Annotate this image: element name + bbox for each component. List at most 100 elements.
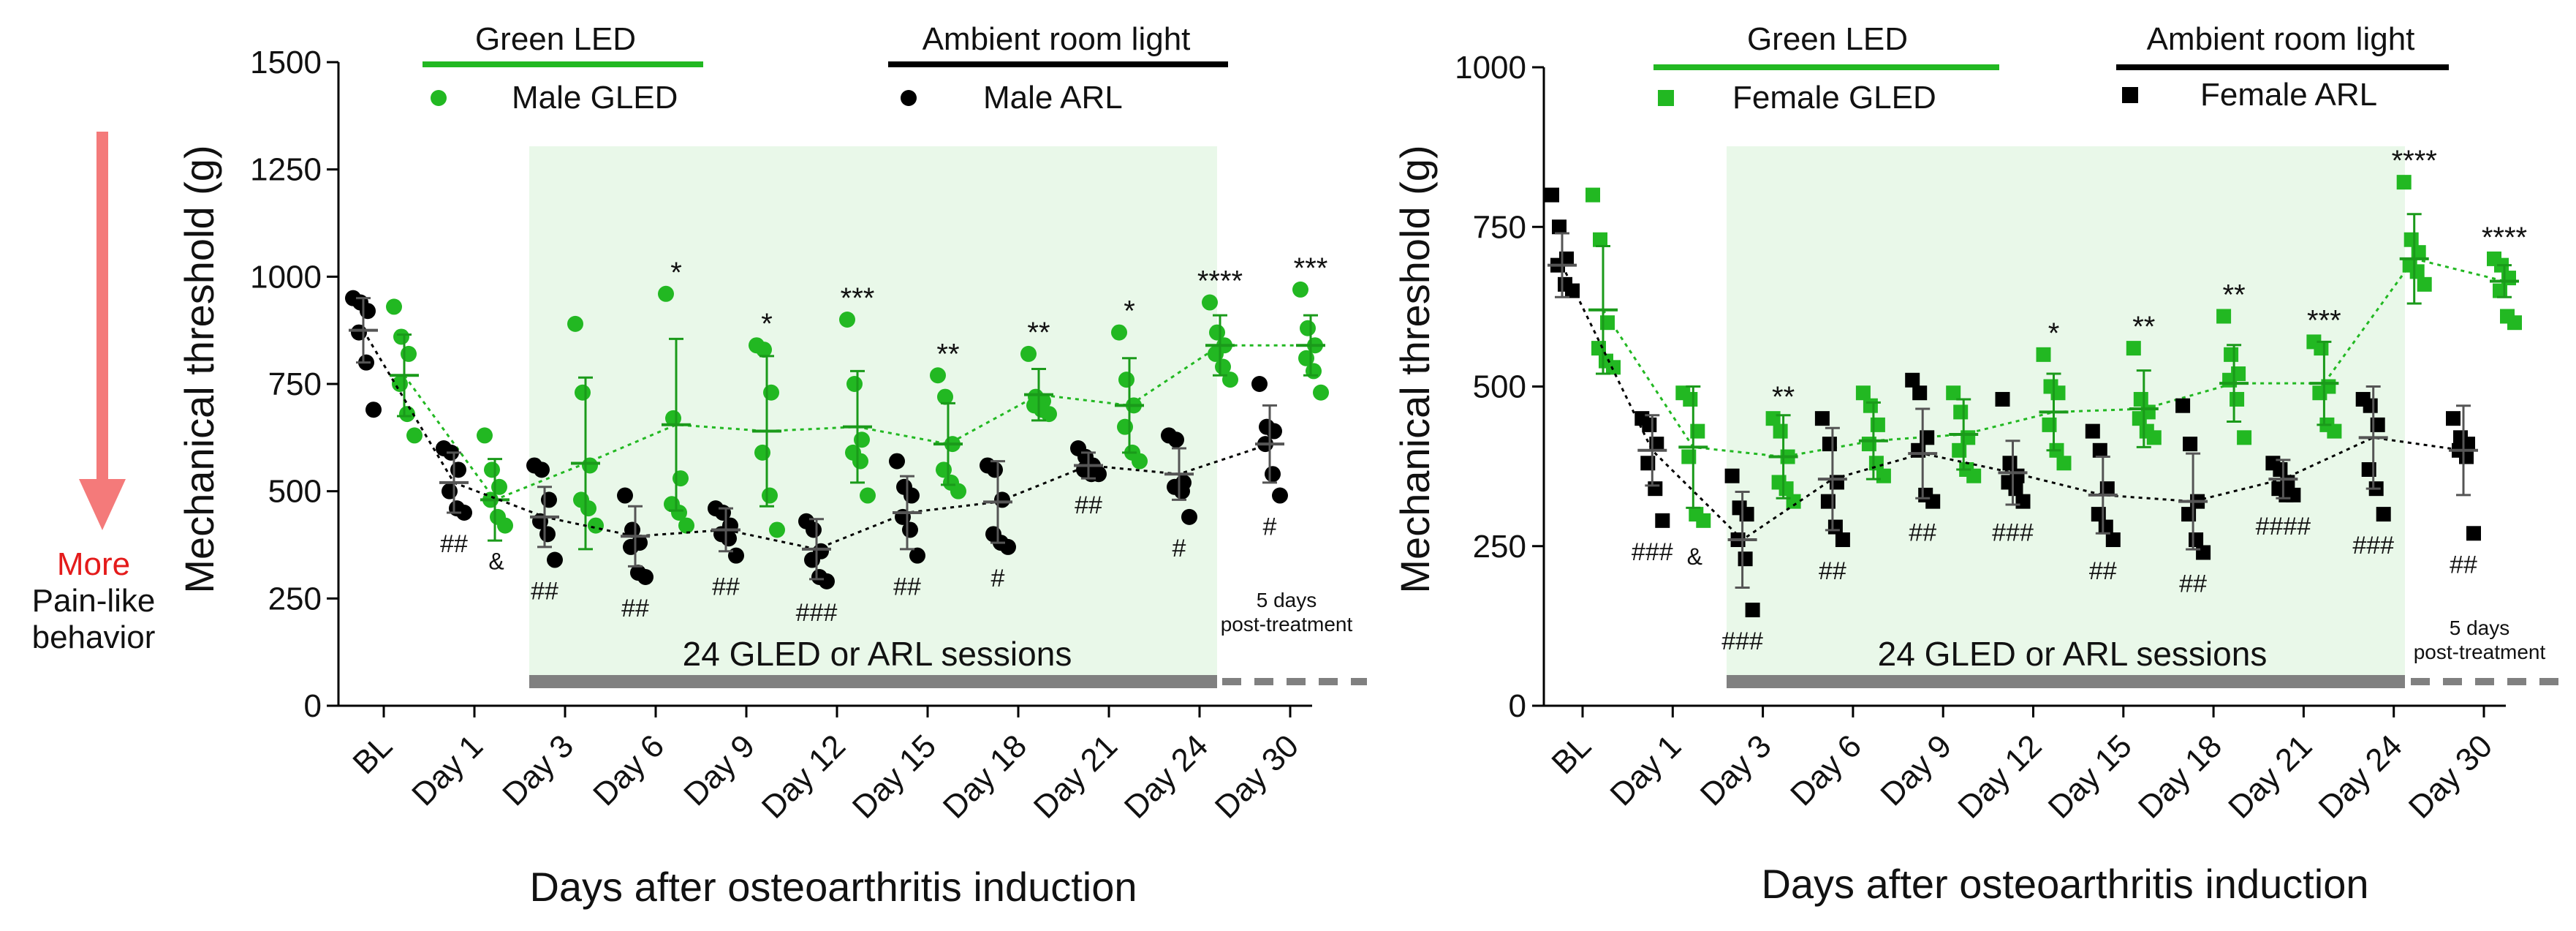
behavior-label: behavior	[32, 619, 156, 655]
y-axis-label: Mechanical threshold (g)	[176, 145, 222, 593]
data-point	[1292, 281, 1308, 298]
data-point	[2273, 461, 2288, 477]
x-tick-label: Day 1	[405, 728, 490, 813]
data-point	[547, 551, 563, 568]
data-point	[1586, 187, 1600, 203]
data-point	[588, 517, 604, 534]
x-tick-label: Day 1	[1603, 728, 1688, 813]
data-point	[2417, 276, 2432, 292]
data-point	[1111, 324, 1127, 341]
significance-label: *	[761, 308, 773, 340]
significance-label: #	[991, 565, 1005, 592]
data-point	[1745, 603, 1760, 618]
significance-label: ###	[796, 599, 838, 627]
significance-label: **	[2223, 279, 2246, 311]
data-point	[950, 483, 966, 500]
data-point	[2175, 398, 2191, 413]
legend-black-entry: Female ARL	[2200, 77, 2377, 113]
series-gled: &************** ***	[386, 252, 1329, 575]
y-tick-label: 0	[304, 688, 322, 724]
data-point	[2314, 341, 2329, 356]
data-point	[2002, 456, 2018, 471]
legend-green-title: Green LED	[475, 21, 636, 57]
data-point	[1300, 320, 1316, 336]
legend-green-entry: Male GLED	[512, 80, 678, 116]
data-point	[456, 505, 472, 521]
data-point	[360, 303, 376, 320]
data-point	[2396, 175, 2412, 190]
significance-label: ##	[440, 530, 468, 558]
data-point	[1855, 385, 1871, 401]
data-point	[393, 328, 409, 345]
post-label-2: post-treatment	[2414, 641, 2546, 663]
y-tick-label: 1000	[1455, 50, 1526, 86]
data-point	[806, 521, 822, 538]
significance-label: ###	[1721, 627, 1763, 655]
data-point	[2146, 430, 2162, 445]
data-point	[1876, 468, 1891, 483]
panel-male: Mechanical threshold (g) Days after oste…	[176, 21, 1367, 910]
data-point	[987, 461, 1003, 478]
data-point	[1168, 431, 1184, 448]
data-point	[1545, 187, 1559, 203]
x-tick-label: Day 24	[2312, 728, 2409, 825]
data-point	[1202, 294, 1218, 311]
significance-label: ****	[2392, 145, 2437, 177]
x-tick-label: Day 15	[2042, 728, 2139, 825]
data-point	[2183, 437, 2198, 452]
significance-label: ###	[1992, 519, 2034, 547]
significance-label: ##	[1819, 557, 1846, 585]
y-tick-label: 750	[1473, 209, 1526, 245]
data-point	[617, 487, 633, 504]
data-point	[2092, 442, 2107, 458]
significance-label: ##	[621, 595, 649, 622]
data-point	[365, 402, 382, 418]
treatment-shade	[1727, 146, 2405, 684]
x-tick-label: Day 24	[1118, 728, 1215, 825]
legend-black-title: Ambient room light	[923, 21, 1191, 57]
legend-black-entry: Male ARL	[983, 80, 1123, 116]
data-point	[1642, 417, 1657, 432]
data-point	[1552, 219, 1567, 235]
data-point	[2376, 507, 2391, 522]
data-point	[2237, 430, 2252, 445]
data-point	[623, 538, 639, 555]
data-point	[1565, 283, 1580, 298]
significance-label: ***	[1294, 252, 1328, 284]
data-point	[2105, 532, 2121, 548]
x-tick-label: Day 21	[2221, 728, 2319, 825]
x-tick-label: Day 6	[586, 728, 671, 813]
data-point	[2196, 545, 2211, 560]
data-point	[804, 551, 820, 568]
data-point	[2036, 347, 2051, 362]
data-point	[1041, 406, 1057, 423]
series-arl: ########## ##### ###########	[1545, 187, 2481, 655]
data-point	[2085, 423, 2100, 439]
data-point	[2286, 487, 2301, 502]
pain-like-label: Pain-like	[32, 583, 156, 619]
significance-label: #	[1263, 513, 1277, 541]
data-point	[2327, 423, 2342, 439]
data-point	[497, 517, 513, 534]
data-point	[904, 487, 920, 504]
data-point	[351, 324, 367, 341]
x-tick-label: Day 18	[2132, 728, 2229, 825]
data-point	[769, 521, 785, 538]
sessions-label: 24 GLED or ARL sessions	[683, 635, 1072, 673]
series-arl: ############# #####	[345, 290, 1288, 627]
post-label-1: 5 days	[1257, 589, 1317, 611]
significance-label: ##	[1909, 519, 1936, 547]
x-axis-label: Days after osteoarthritis induction	[1761, 861, 2368, 907]
significance-label: ##	[712, 573, 740, 601]
significance-label: **	[1772, 381, 1795, 413]
data-point	[839, 312, 855, 328]
data-point	[994, 491, 1010, 508]
data-point	[567, 315, 583, 332]
data-point	[575, 384, 591, 401]
data-point	[392, 376, 408, 392]
y-axis-label: Mechanical threshold (g)	[1392, 145, 1438, 593]
data-point	[386, 298, 402, 315]
data-point	[2098, 519, 2113, 535]
x-tick-label: Day 21	[1027, 728, 1124, 825]
